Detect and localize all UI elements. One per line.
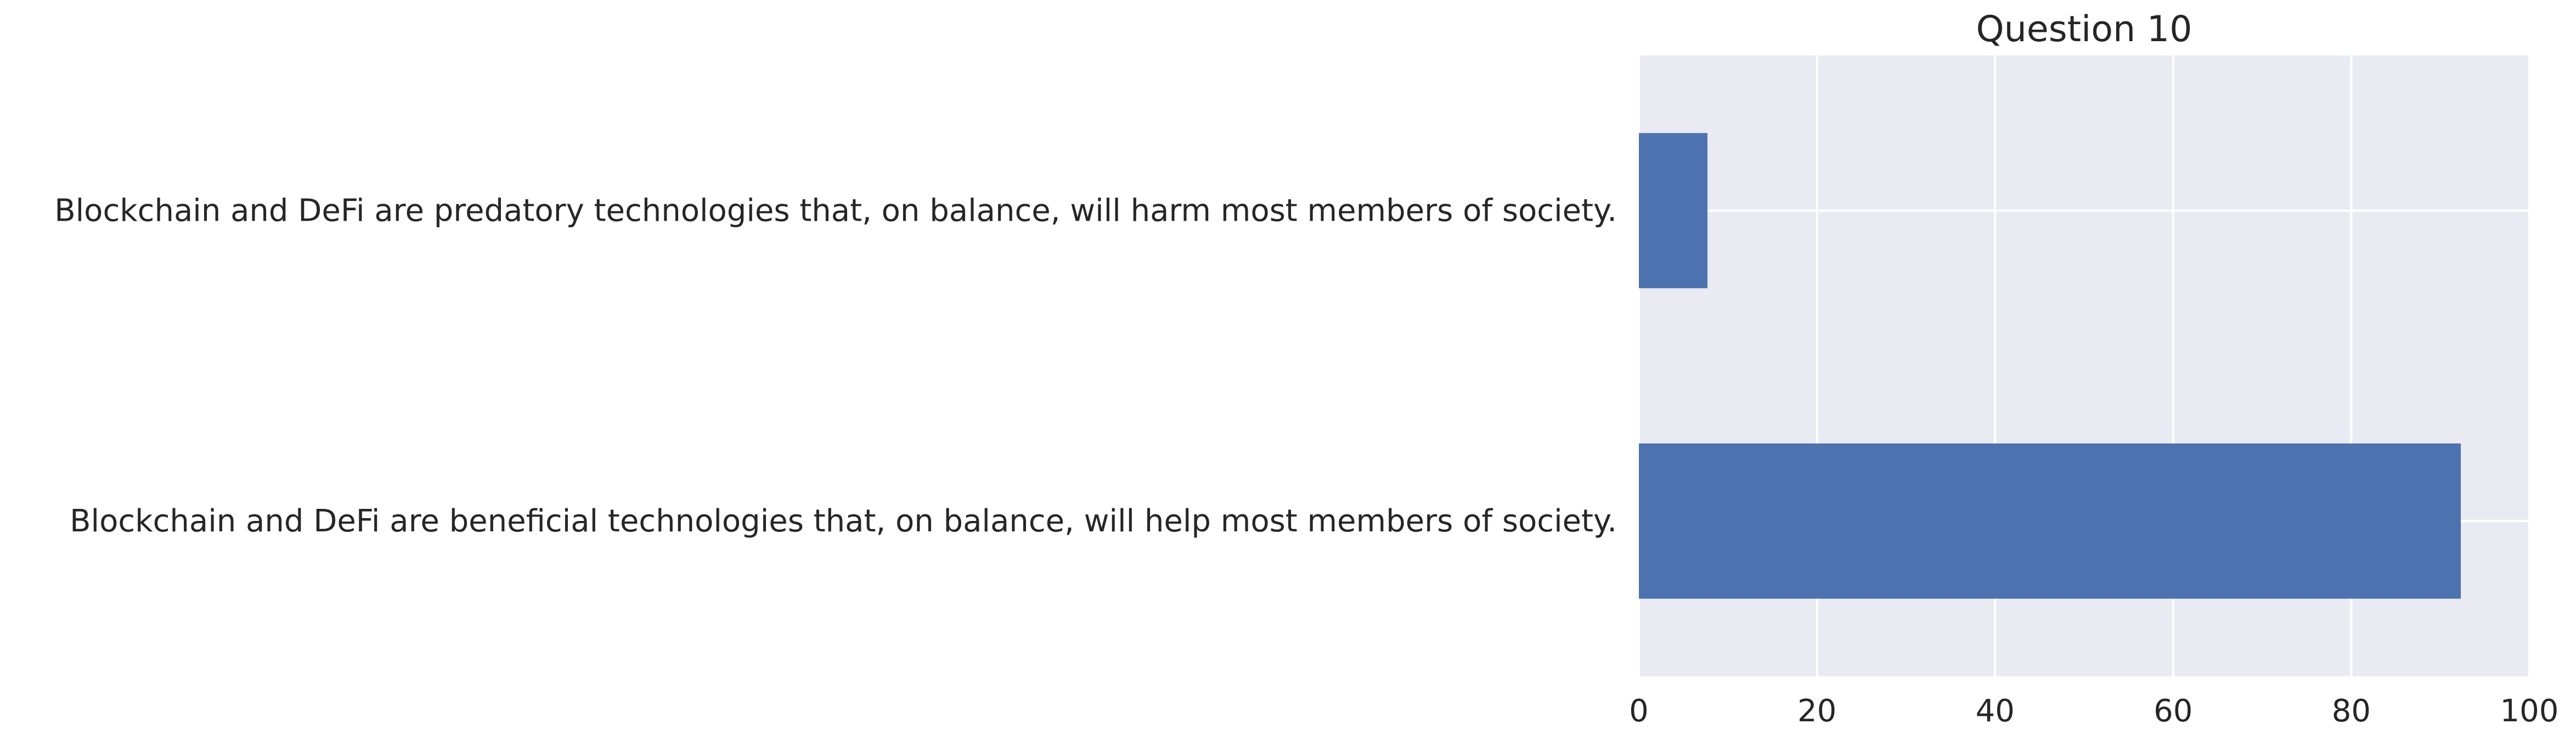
bar-0 xyxy=(1639,443,2461,599)
category-label-0: Blockchain and DeFi are beneficial techn… xyxy=(70,503,1617,539)
x-tick-label: 20 xyxy=(1797,693,1836,729)
x-tick-label: 80 xyxy=(2332,693,2371,729)
chart-title: Question 10 xyxy=(1976,9,2192,50)
x-tick-label: 100 xyxy=(2500,693,2559,729)
x-tick-label: 60 xyxy=(2154,693,2192,729)
x-tick-label: 0 xyxy=(1629,693,1649,729)
x-tick-label: 40 xyxy=(1976,693,2015,729)
x-axis-ticks: 0 20 40 60 80 100 xyxy=(1629,693,2558,729)
bar-1 xyxy=(1639,133,1707,289)
category-label-1: Blockchain and DeFi are predatory techno… xyxy=(54,193,1617,228)
bars xyxy=(1639,133,2461,599)
category-labels: Blockchain and DeFi are beneficial techn… xyxy=(54,193,1617,539)
